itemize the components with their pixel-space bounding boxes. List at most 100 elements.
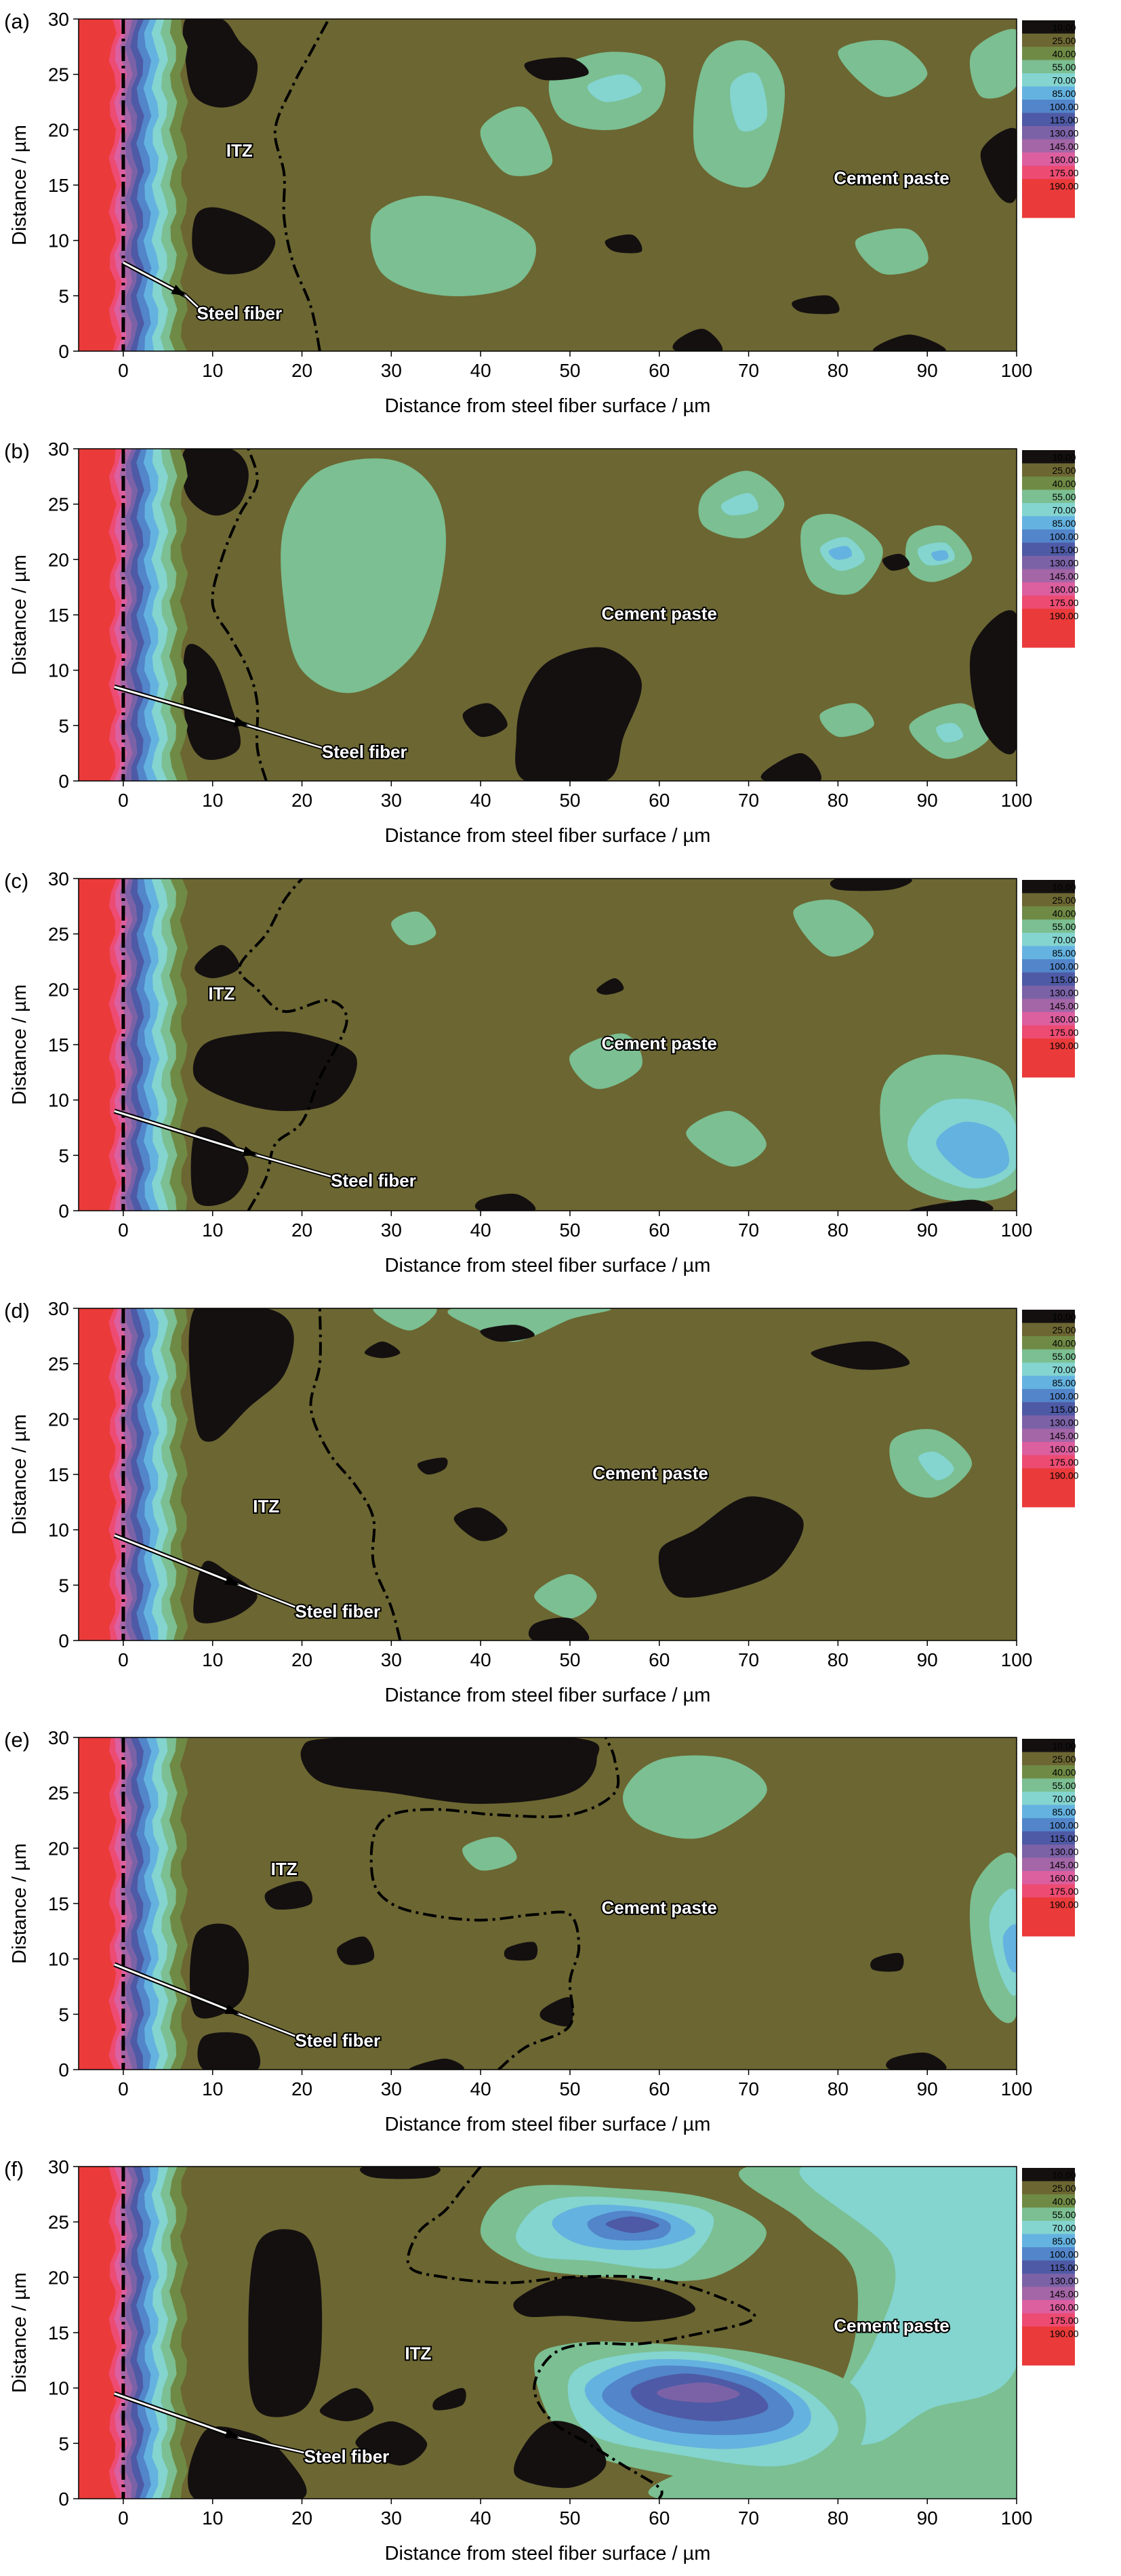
itz-boundary-line bbox=[211, 449, 268, 781]
annotation-label: ITZ bbox=[271, 1859, 298, 1879]
legend-swatch bbox=[1022, 100, 1075, 113]
legend-swatch bbox=[1022, 1481, 1075, 1508]
x-tick-label: 80 bbox=[828, 790, 849, 811]
contour-high-region bbox=[989, 1888, 1017, 1996]
legend-label: 40.00 bbox=[1052, 1338, 1076, 1349]
legend-swatch bbox=[1022, 2168, 1075, 2181]
y-tick-label: 10 bbox=[48, 1520, 69, 1541]
legend-swatch bbox=[1022, 139, 1075, 153]
x-tick-label: 20 bbox=[291, 1649, 312, 1670]
annotation-arrow-head bbox=[233, 717, 249, 727]
legend-swatch bbox=[1022, 986, 1075, 999]
contour-low-region bbox=[882, 553, 910, 571]
annotation-arrow-shaft bbox=[114, 1110, 258, 1156]
contour-low-region bbox=[264, 1880, 312, 1910]
legend-swatch bbox=[1022, 2260, 1075, 2274]
contour-low-region bbox=[192, 1031, 357, 1111]
legend-swatch bbox=[1022, 959, 1075, 973]
x-tick-label: 100 bbox=[1001, 2078, 1033, 2099]
legend-label: 145.00 bbox=[1050, 1859, 1079, 1870]
legend-label: 25.00 bbox=[1052, 465, 1076, 476]
x-tick-label: 10 bbox=[202, 360, 223, 381]
legend-label: 10.00 bbox=[1052, 22, 1076, 33]
legend-swatch bbox=[1022, 569, 1075, 583]
x-axis-label: Distance from steel fiber surface / µm bbox=[385, 2114, 711, 2135]
y-tick-label: 0 bbox=[58, 771, 69, 792]
panel-label: (d) bbox=[4, 1299, 30, 1323]
legend-swatch bbox=[1022, 153, 1075, 166]
annotation-leader bbox=[239, 1584, 300, 1610]
x-tick-label: 90 bbox=[917, 790, 938, 811]
legend-swatch bbox=[1022, 1845, 1075, 1858]
x-tick-label: 70 bbox=[738, 360, 759, 381]
legend-swatch bbox=[1022, 463, 1075, 477]
x-tick-label: 60 bbox=[649, 1649, 670, 1670]
legend-swatch bbox=[1022, 1025, 1075, 1039]
legend-label: 160.00 bbox=[1050, 1873, 1079, 1884]
legend-label: 145.00 bbox=[1050, 1430, 1079, 1441]
contour-low-region bbox=[409, 2058, 464, 2070]
contour-high-region bbox=[793, 899, 874, 957]
y-tick-label: 15 bbox=[48, 1034, 69, 1055]
annotation-arrow-head bbox=[224, 1575, 240, 1586]
y-tick-label: 10 bbox=[48, 1949, 69, 1970]
x-tick-label: 100 bbox=[1001, 2508, 1033, 2529]
contour-low-region bbox=[480, 1325, 535, 1342]
contour-high-region bbox=[373, 1308, 437, 1331]
x-tick-label: 50 bbox=[559, 2078, 580, 2099]
contour-low-region bbox=[513, 2276, 695, 2322]
legend-label: 40.00 bbox=[1052, 908, 1076, 919]
fiber-band bbox=[79, 19, 117, 351]
y-tick-label: 30 bbox=[48, 2156, 69, 2177]
legend-label: 160.00 bbox=[1050, 1014, 1079, 1025]
annotation-label: Cement paste bbox=[602, 1033, 718, 1053]
fiber-band bbox=[79, 1737, 117, 2070]
legend-label: 10.00 bbox=[1052, 2170, 1076, 2181]
contour-low-region bbox=[596, 978, 624, 995]
legend-label: 175.00 bbox=[1050, 167, 1079, 178]
legend-swatch bbox=[1022, 556, 1075, 569]
legend-swatch bbox=[1022, 1831, 1075, 1845]
legend-label: 145.00 bbox=[1050, 571, 1079, 582]
contour-high-region bbox=[931, 550, 949, 561]
legend-swatch bbox=[1022, 1455, 1075, 1469]
legend-swatch bbox=[1022, 1415, 1075, 1429]
contour-high-region bbox=[686, 1110, 767, 1167]
y-tick-label: 5 bbox=[58, 1575, 69, 1596]
contour-low-region bbox=[181, 449, 249, 516]
x-axis-label: Distance from steel fiber surface / µm bbox=[385, 395, 711, 417]
contour-low-region bbox=[909, 1199, 994, 1211]
contour-low-region bbox=[182, 19, 258, 108]
panel-label: (c) bbox=[4, 869, 28, 893]
legend-label: 115.00 bbox=[1050, 1404, 1078, 1415]
annotation-leader bbox=[239, 2013, 300, 2039]
legend-swatch bbox=[1022, 1442, 1075, 1455]
annotation-label: ITZ bbox=[405, 2343, 431, 2364]
legend-label: 40.00 bbox=[1052, 1767, 1076, 1778]
x-tick-label: 50 bbox=[559, 360, 580, 381]
y-tick-label: 15 bbox=[48, 1893, 69, 1914]
annotation-leader bbox=[257, 1154, 336, 1179]
plot-area: ITZ Cement paste Steel fiber bbox=[79, 19, 1017, 351]
contour-low-region bbox=[515, 647, 642, 781]
x-tick-label: 70 bbox=[738, 1220, 759, 1241]
x-tick-label: 100 bbox=[1001, 1220, 1033, 1241]
contour-low-region bbox=[969, 610, 1017, 754]
annotation-label: Steel fiber bbox=[197, 303, 282, 323]
legend-swatch bbox=[1022, 1897, 1075, 1911]
contour-high-region bbox=[730, 72, 768, 132]
legend-label: 175.00 bbox=[1050, 2315, 1079, 2326]
legend-label: 10.00 bbox=[1052, 1312, 1076, 1323]
legend-swatch bbox=[1022, 999, 1075, 1013]
x-tick-label: 30 bbox=[381, 360, 402, 381]
y-axis-label: Distance / µm bbox=[9, 125, 30, 245]
legend-label: 85.00 bbox=[1052, 948, 1076, 959]
contour-low-region bbox=[319, 2388, 374, 2421]
legend-label: 100.00 bbox=[1050, 531, 1079, 542]
legend-label: 70.00 bbox=[1052, 505, 1076, 516]
annotation-label: Cement paste bbox=[602, 603, 718, 624]
contour-high-region bbox=[969, 28, 1017, 99]
legend-swatch bbox=[1022, 33, 1075, 47]
legend-label: 10.00 bbox=[1052, 452, 1076, 463]
